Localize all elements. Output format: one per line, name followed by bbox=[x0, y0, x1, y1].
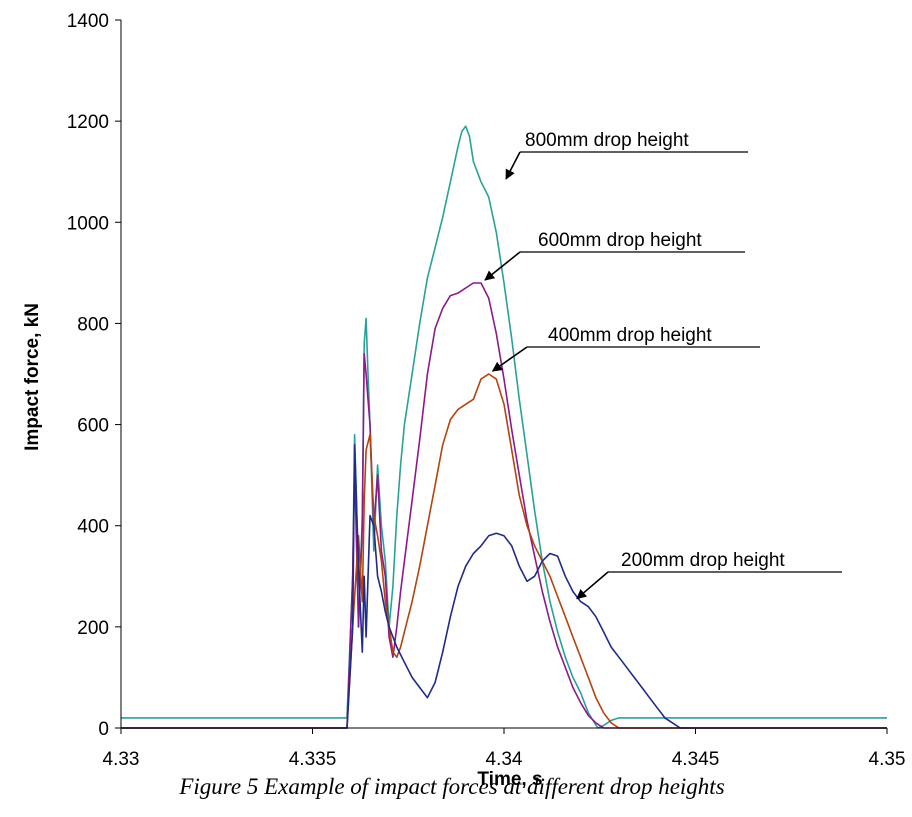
annotation-arrow bbox=[505, 151, 521, 180]
x-axis-title: Time, s bbox=[477, 769, 542, 790]
series-line-600mm-drop-height bbox=[121, 282, 887, 729]
annotation-arrow bbox=[491, 346, 528, 372]
x-tick-label: 4.335 bbox=[289, 749, 337, 770]
x-axis-ticks: 4.33 4.335 4.34 4.345 4.35 bbox=[103, 728, 906, 770]
y-tick-label: 600 bbox=[77, 416, 109, 437]
x-tick-label: 4.33 bbox=[103, 749, 140, 770]
annotation-label: 600mm drop height bbox=[538, 230, 702, 251]
y-tick-label: 0 bbox=[98, 719, 109, 740]
y-tick-label: 400 bbox=[77, 517, 109, 538]
annotation-arrow bbox=[484, 251, 521, 281]
series-line-800mm-drop-height bbox=[121, 125, 887, 729]
y-tick-label: 1000 bbox=[67, 213, 109, 234]
annotation-label: 200mm drop height bbox=[621, 550, 785, 571]
figure-caption: Figure 5 Example of impact forces at dif… bbox=[178, 774, 724, 799]
annotation-label: 800mm drop height bbox=[525, 130, 689, 151]
x-tick-label: 4.345 bbox=[672, 749, 720, 770]
annotation-label: 400mm drop height bbox=[548, 325, 712, 346]
annotation-arrow bbox=[576, 571, 609, 600]
y-axis-title: Impact force, kN bbox=[22, 303, 43, 451]
x-tick-label: 4.34 bbox=[486, 749, 523, 770]
annotations: 800mm drop height 600mm drop height 400mm … bbox=[484, 130, 842, 600]
y-tick-label: 200 bbox=[77, 618, 109, 639]
y-tick-label: 1400 bbox=[67, 11, 109, 32]
x-tick-label: 4.35 bbox=[869, 749, 906, 770]
y-tick-label: 800 bbox=[77, 314, 109, 335]
series-lines bbox=[121, 125, 887, 729]
y-axis-ticks: 0 200 400 600 800 1000 1200 1400 bbox=[67, 11, 121, 740]
series-line-200mm-drop-height bbox=[121, 444, 887, 729]
series-line-400mm-drop-height bbox=[121, 373, 887, 729]
y-tick-label: 1200 bbox=[67, 112, 109, 133]
